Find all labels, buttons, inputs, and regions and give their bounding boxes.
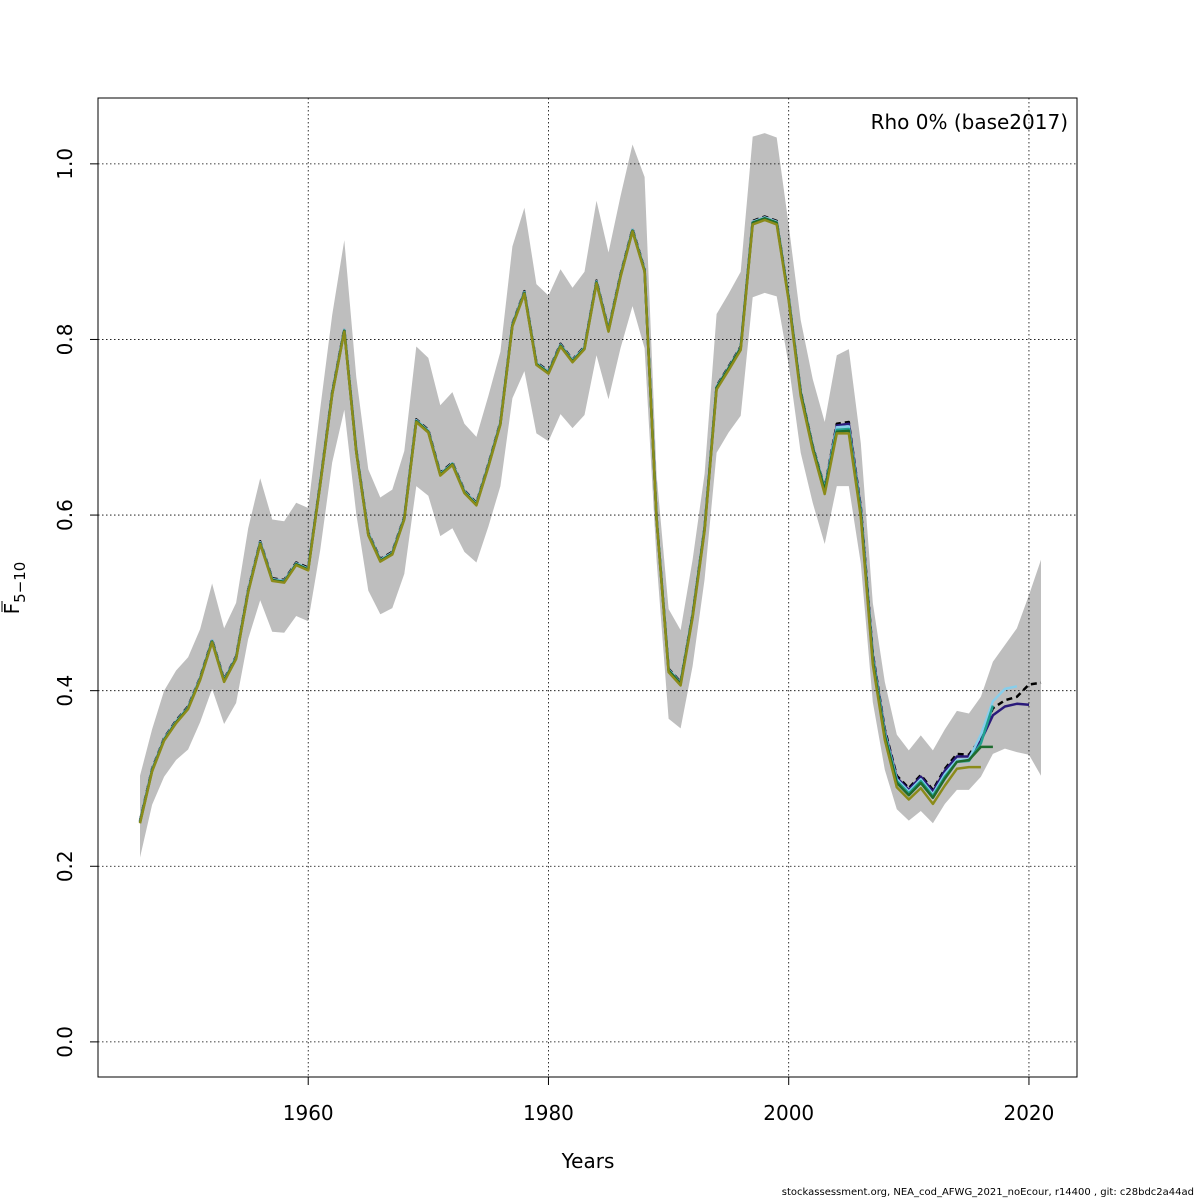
grid	[98, 98, 1077, 1077]
y-tick-label: 0.0	[53, 1026, 77, 1058]
x-axis-title: Years	[561, 1149, 615, 1173]
confidence-band-area	[140, 133, 1041, 858]
y-tick-label: 1.0	[53, 148, 77, 180]
legend-annotation: Rho 0% (base2017)	[871, 110, 1068, 134]
footer-credit: stockassessment.org, NEA_cod_AFWG_2021_n…	[781, 1187, 1194, 1198]
y-tick-label: 0.4	[53, 675, 77, 707]
y-axis: 0.0 0.2 0.4 0.6 0.8 1.0	[53, 148, 99, 1058]
y-tick-label: 0.6	[53, 499, 77, 531]
svg-text:F5−10: F5−10	[0, 562, 29, 615]
y-axis-title-main: F	[0, 603, 24, 615]
x-axis: 1960 1980 2000 2020	[283, 1076, 1054, 1125]
series-lines	[138, 215, 1042, 824]
x-tick-label: 1960	[283, 1101, 334, 1125]
x-tick-label: 1980	[523, 1101, 574, 1125]
confidence-band	[140, 133, 1041, 858]
y-tick-label: 0.8	[53, 324, 77, 356]
y-axis-title: F5−10	[0, 562, 29, 615]
x-tick-label: 2020	[1003, 1101, 1054, 1125]
series-line-5	[138, 218, 981, 824]
x-tick-label: 2000	[763, 1101, 814, 1125]
y-axis-title-sub: 5−10	[11, 562, 29, 603]
y-tick-label: 0.2	[53, 850, 77, 882]
